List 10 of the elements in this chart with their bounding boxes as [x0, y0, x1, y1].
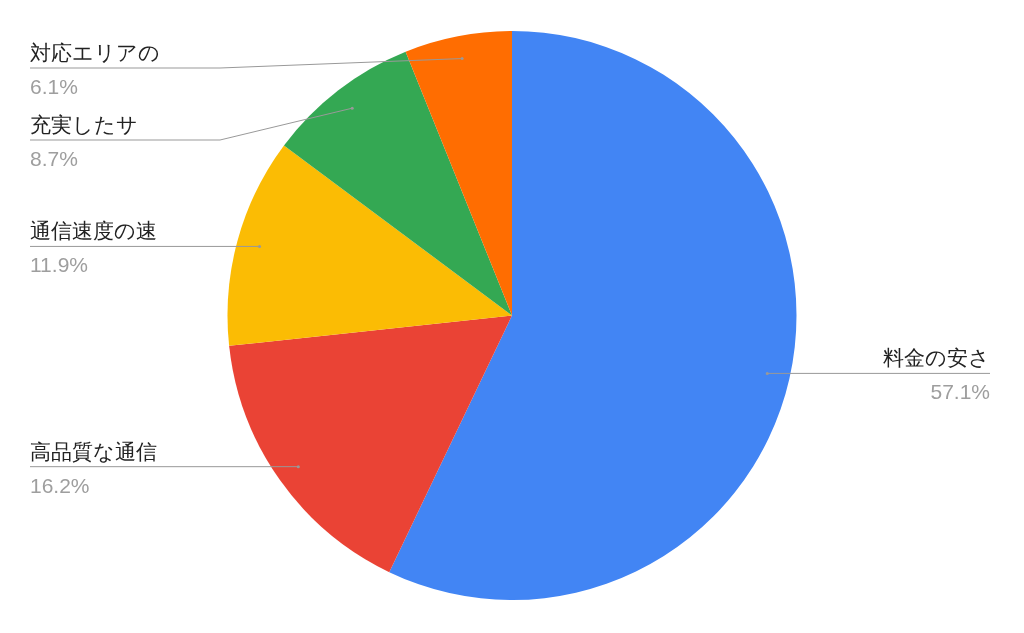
data-label: 16.2% [30, 473, 90, 497]
data-label: 11.9% [30, 253, 88, 277]
data-label: 57.1% [930, 380, 990, 404]
slice-label: 高品質な通信 [30, 439, 157, 463]
slice-label: 充実したサ [30, 113, 138, 136]
slice-label: 料金の安さ [883, 346, 990, 370]
slice-label: 対応エリアの [30, 41, 160, 64]
data-label: 8.7% [30, 147, 78, 170]
data-label: 6.1% [30, 75, 78, 98]
slice-label: 通信速度の速 [30, 219, 157, 243]
